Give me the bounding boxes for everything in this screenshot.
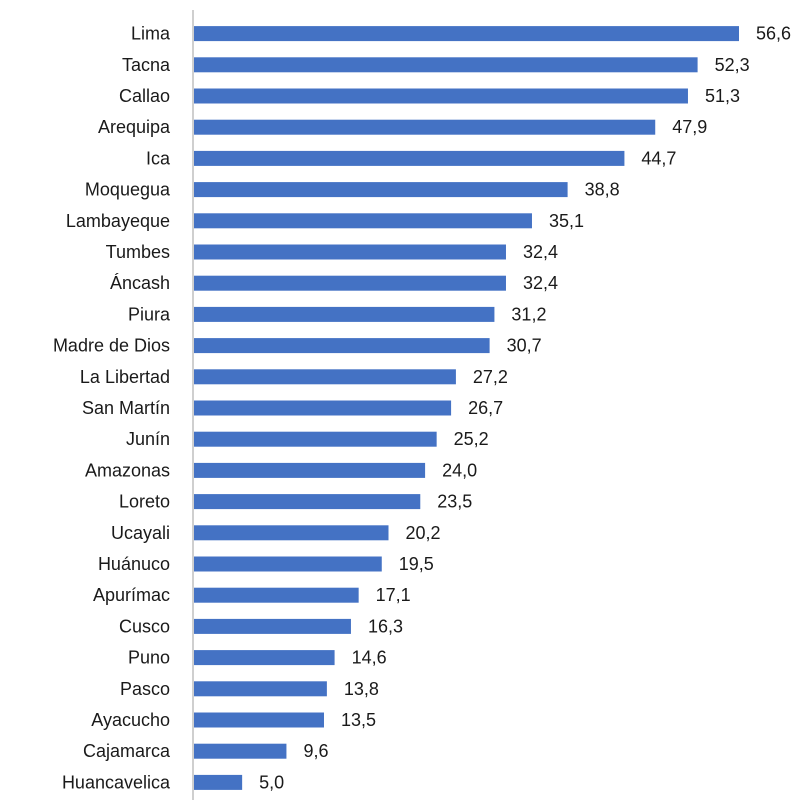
value-label: 5,0 bbox=[259, 772, 284, 792]
category-label: Lambayeque bbox=[66, 211, 170, 231]
value-label: 9,6 bbox=[303, 741, 328, 761]
bar-2 bbox=[194, 88, 688, 104]
bar-21 bbox=[194, 681, 327, 697]
bar-1 bbox=[194, 57, 698, 73]
bar-3 bbox=[194, 119, 656, 135]
category-label: Callao bbox=[119, 86, 170, 106]
category-label: San Martín bbox=[82, 398, 170, 418]
category-label: Ayacucho bbox=[91, 710, 170, 730]
value-label: 56,6 bbox=[756, 24, 791, 44]
category-label: Amazonas bbox=[85, 460, 170, 480]
category-label: Piura bbox=[128, 304, 171, 324]
category-label: Moquegua bbox=[85, 180, 171, 200]
bar-20 bbox=[194, 650, 335, 666]
category-label: Tacna bbox=[122, 55, 171, 75]
value-label: 38,8 bbox=[585, 180, 620, 200]
category-label: Apurímac bbox=[93, 585, 170, 605]
bars-group: Lima 56,6 Tacna 52,3 Callao 51,3 Arequipa 47,9 I… bbox=[53, 24, 791, 793]
value-label: 35,1 bbox=[549, 211, 584, 231]
value-label: 14,6 bbox=[352, 648, 387, 668]
value-label: 30,7 bbox=[507, 336, 542, 356]
category-label: Cusco bbox=[119, 616, 170, 636]
category-label: Áncash bbox=[110, 273, 170, 293]
bar-9 bbox=[194, 306, 495, 322]
bar-14 bbox=[194, 462, 426, 478]
value-label: 52,3 bbox=[715, 55, 750, 75]
category-label: Junín bbox=[126, 429, 170, 449]
bar-17 bbox=[194, 556, 382, 572]
bar-13 bbox=[194, 431, 437, 447]
category-label: Lima bbox=[131, 24, 171, 44]
bar-24 bbox=[194, 774, 243, 790]
bar-5 bbox=[194, 182, 568, 198]
category-label: Huancavelica bbox=[62, 772, 171, 792]
category-label: Puno bbox=[128, 648, 170, 668]
value-label: 51,3 bbox=[705, 86, 740, 106]
value-label: 24,0 bbox=[442, 460, 477, 480]
category-label: Ucayali bbox=[111, 523, 170, 543]
bar-22 bbox=[194, 712, 324, 728]
bar-15 bbox=[194, 494, 421, 510]
value-label: 16,3 bbox=[368, 616, 403, 636]
category-label: Arequipa bbox=[98, 117, 171, 137]
value-label: 27,2 bbox=[473, 367, 508, 387]
bar-11 bbox=[194, 369, 456, 385]
bar-16 bbox=[194, 525, 389, 541]
value-label: 23,5 bbox=[437, 492, 472, 512]
value-label: 47,9 bbox=[672, 117, 707, 137]
bar-12 bbox=[194, 400, 452, 416]
bar-6 bbox=[194, 213, 532, 229]
bar-19 bbox=[194, 618, 351, 634]
category-label: Loreto bbox=[119, 492, 170, 512]
category-label: Huánuco bbox=[98, 554, 170, 574]
bar-7 bbox=[194, 244, 506, 260]
value-label: 32,4 bbox=[523, 242, 558, 262]
value-label: 19,5 bbox=[399, 554, 434, 574]
bar-23 bbox=[194, 743, 287, 759]
value-label: 13,8 bbox=[344, 679, 379, 699]
bar-10 bbox=[194, 338, 490, 354]
category-label: Pasco bbox=[120, 679, 170, 699]
category-label: Madre de Dios bbox=[53, 336, 170, 356]
bar-0 bbox=[194, 26, 739, 42]
value-label: 13,5 bbox=[341, 710, 376, 730]
bar-18 bbox=[194, 587, 359, 603]
bar-4 bbox=[194, 150, 625, 166]
value-label: 44,7 bbox=[641, 148, 676, 168]
value-label: 31,2 bbox=[511, 304, 546, 324]
category-label: Ica bbox=[146, 148, 171, 168]
value-label: 17,1 bbox=[376, 585, 411, 605]
category-label: Cajamarca bbox=[83, 741, 171, 761]
category-label: La Libertad bbox=[80, 367, 170, 387]
value-label: 20,2 bbox=[406, 523, 441, 543]
value-label: 26,7 bbox=[468, 398, 503, 418]
value-label: 25,2 bbox=[454, 429, 489, 449]
category-label: Tumbes bbox=[106, 242, 170, 262]
bar-8 bbox=[194, 275, 506, 291]
value-label: 32,4 bbox=[523, 273, 558, 293]
